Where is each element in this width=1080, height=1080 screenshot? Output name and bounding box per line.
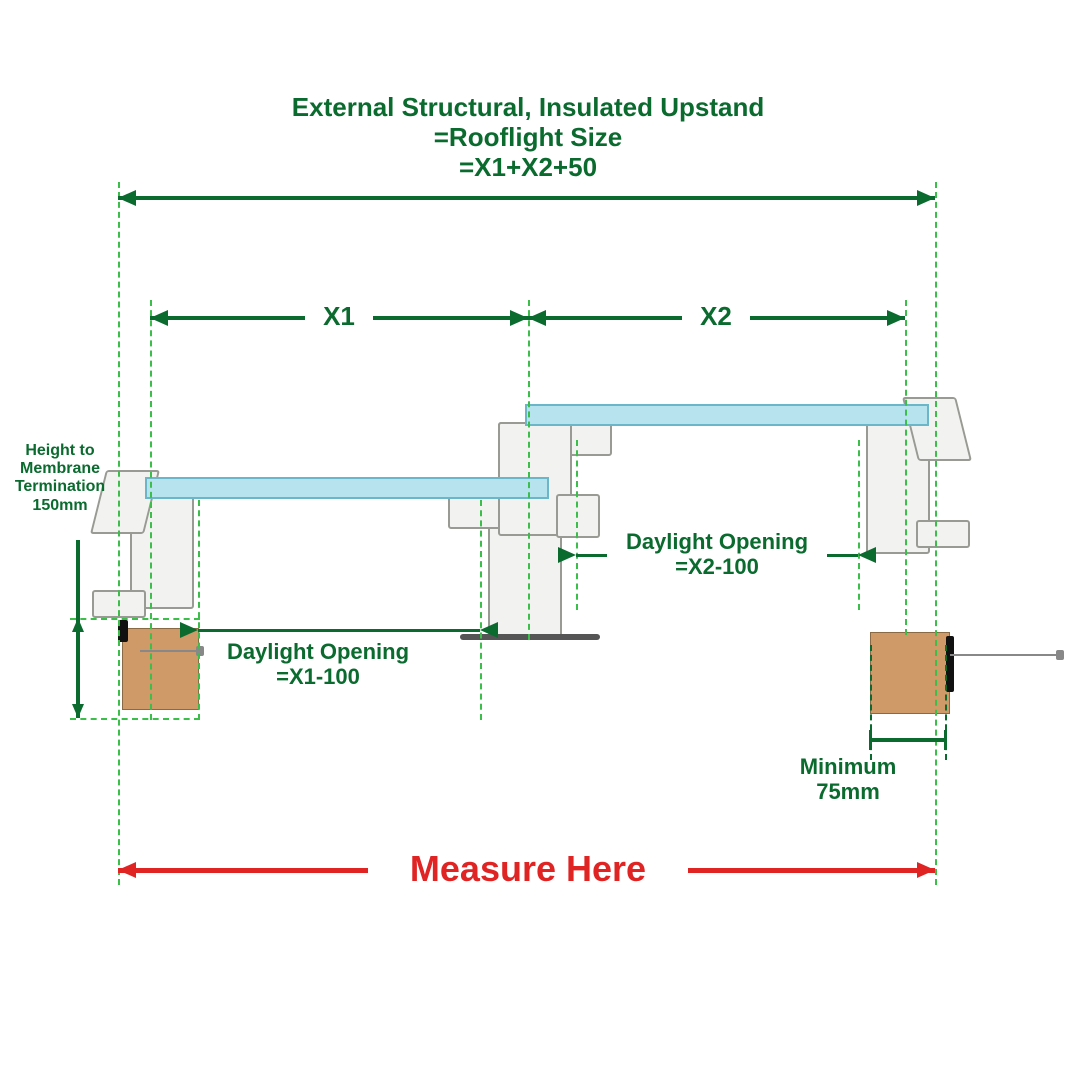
dim-height-membrane-label: Height to Membrane Termination 150mm bbox=[0, 442, 130, 516]
dim-x2-label: X2 bbox=[416, 302, 1016, 332]
dim-daylight-opening-1-arrow-l bbox=[180, 622, 198, 638]
dim-measure-here-label: Measure Here bbox=[228, 848, 828, 889]
guide-mid bbox=[528, 300, 530, 640]
dim-minimum-75-label: Minimum 75mm bbox=[728, 754, 968, 805]
dim-height-membrane-leader bbox=[76, 540, 80, 618]
dim-daylight-opening-1-line-l bbox=[198, 629, 318, 632]
dim-rooflight-size-line-r bbox=[528, 196, 935, 200]
gasket-right bbox=[946, 636, 954, 692]
dim-minimum-75-tick-0 bbox=[869, 730, 872, 750]
dim-daylight-opening-1-label: Daylight Opening =X1-100 bbox=[18, 639, 618, 690]
dim-height-membrane-line bbox=[76, 618, 80, 718]
dim-minimum-75-tick-1 bbox=[944, 730, 947, 750]
dim-rooflight-size-line-l bbox=[118, 196, 528, 200]
guide-do2-right bbox=[858, 440, 860, 610]
guide-do2-left bbox=[576, 440, 578, 610]
dim-daylight-opening-1-arrow-r bbox=[480, 622, 498, 638]
guide-x2-right bbox=[905, 300, 907, 635]
dim-height-membrane-arrow-t bbox=[72, 618, 84, 632]
dim-height-membrane-arrow-b bbox=[72, 704, 84, 718]
glass-left bbox=[145, 477, 549, 499]
timber-right bbox=[870, 632, 950, 714]
dim-measure-here-arrow-r bbox=[917, 862, 935, 878]
dim-minimum-75-line bbox=[870, 738, 945, 742]
dim-daylight-opening-1-line-r bbox=[318, 629, 480, 632]
dim-measure-here-arrow-l bbox=[118, 862, 136, 878]
guide-membrane-top bbox=[70, 618, 200, 620]
dim-daylight-opening-2-label: Daylight Opening =X2-100 bbox=[417, 529, 1017, 580]
dim-rooflight-size-arrow-r bbox=[917, 190, 935, 206]
nail-right bbox=[950, 654, 1060, 656]
dim-rooflight-size-label: External Structural, Insulated Upstand =… bbox=[228, 93, 828, 183]
glass-right bbox=[525, 404, 929, 426]
guide-membrane-bot bbox=[70, 718, 200, 720]
dim-rooflight-size-arrow-l bbox=[118, 190, 136, 206]
guide-outer-left bbox=[118, 182, 120, 885]
